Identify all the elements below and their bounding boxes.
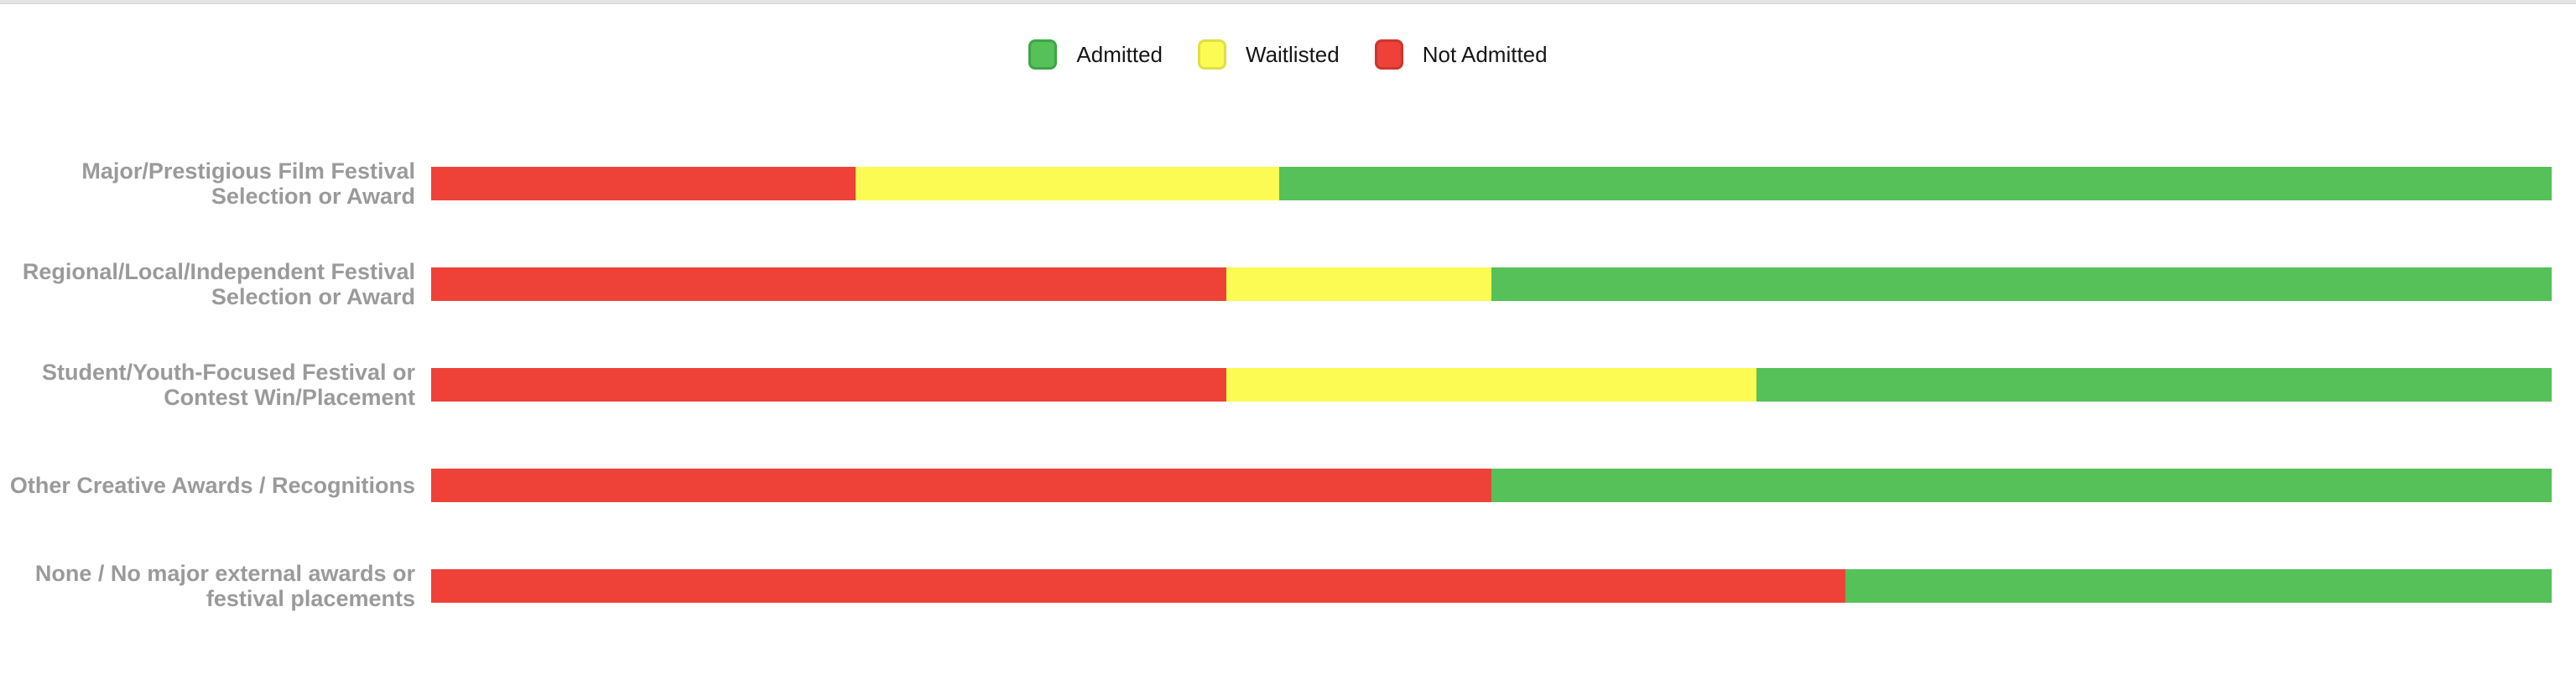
bar-track [431, 469, 2552, 502]
legend-label-admitted: Admitted [1076, 42, 1163, 67]
category-label-line: Other Creative Awards / Recognitions [9, 473, 415, 498]
chart-row-other-awards: Other Creative Awards / Recognitions [0, 435, 2576, 536]
bar-track [431, 569, 2552, 603]
bar-track [431, 167, 2552, 200]
legend-label-not-admitted: Not Admitted [1422, 42, 1548, 67]
segment-admitted[interactable] [1279, 167, 2552, 200]
not-admitted-swatch-icon [1374, 39, 1403, 70]
chart-row-student-festival: Student/Youth-Focused Festival or Contes… [0, 334, 2576, 435]
legend-label-waitlisted: Waitlisted [1246, 42, 1340, 67]
category-label: Major/Prestigious Film Festival Selectio… [0, 158, 431, 209]
category-label: Regional/Local/Independent Festival Sele… [0, 259, 431, 309]
stacked-bar-chart: Major/Prestigious Film Festival Selectio… [0, 133, 2576, 636]
segment-waitlisted[interactable] [1226, 267, 1491, 301]
category-label-line: festival placements [206, 586, 415, 611]
bar-track [431, 267, 2552, 301]
admitted-swatch-icon [1028, 39, 1058, 70]
legend-item-admitted[interactable]: Admitted [1028, 39, 1163, 70]
segment-admitted[interactable] [1491, 267, 2552, 301]
segment-waitlisted[interactable] [855, 167, 1280, 200]
category-label-line: Selection or Award [211, 284, 415, 309]
category-label-line: None / No major external awards or [34, 561, 415, 586]
chart-row-major-festival: Major/Prestigious Film Festival Selectio… [0, 133, 2576, 234]
legend-item-not-admitted[interactable]: Not Admitted [1374, 39, 1548, 70]
segment-admitted[interactable] [1845, 569, 2552, 603]
segment-not-admitted[interactable] [431, 167, 856, 200]
category-label-line: Student/Youth-Focused Festival or [41, 360, 415, 385]
waitlisted-swatch-icon [1198, 39, 1226, 70]
category-label-line: Contest Win/Placement [164, 385, 415, 410]
category-label-line: Selection or Award [211, 184, 415, 209]
segment-admitted[interactable] [1491, 469, 2552, 502]
legend-item-waitlisted[interactable]: Waitlisted [1198, 39, 1340, 70]
chart-legend: Admitted Waitlisted Not Admitted [0, 39, 2576, 70]
category-label-line: Regional/Local/Independent Festival [22, 259, 415, 284]
category-label: Student/Youth-Focused Festival or Contes… [0, 360, 431, 410]
category-label-line: Major/Prestigious Film Festival [81, 158, 415, 184]
bar-track [431, 368, 2552, 402]
top-divider-strip [0, 0, 2576, 4]
segment-waitlisted[interactable] [1226, 368, 1756, 402]
segment-not-admitted[interactable] [431, 267, 1226, 301]
segment-not-admitted[interactable] [431, 368, 1226, 402]
segment-not-admitted[interactable] [431, 469, 1491, 502]
chart-row-none: None / No major external awards or festi… [0, 536, 2576, 636]
chart-row-regional-festival: Regional/Local/Independent Festival Sele… [0, 234, 2576, 334]
category-label: None / No major external awards or festi… [0, 561, 431, 611]
segment-not-admitted[interactable] [431, 569, 1846, 603]
segment-admitted[interactable] [1756, 368, 2552, 402]
category-label: Other Creative Awards / Recognitions [0, 473, 431, 498]
